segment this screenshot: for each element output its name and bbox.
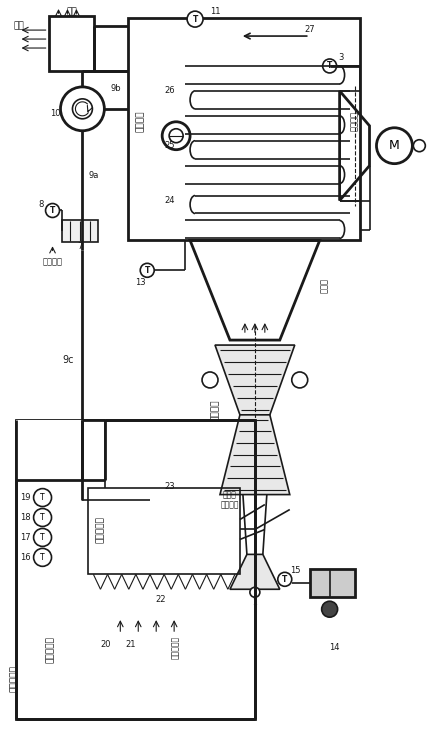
Text: 14: 14: [329, 642, 340, 652]
Text: T: T: [50, 206, 55, 215]
Text: T: T: [40, 493, 45, 502]
Circle shape: [187, 11, 203, 27]
Text: 1: 1: [252, 598, 257, 607]
Text: 蒸汽轮机: 蒸汽轮机: [350, 111, 359, 131]
Circle shape: [60, 87, 105, 131]
Text: 8: 8: [38, 200, 43, 209]
Circle shape: [45, 204, 60, 218]
Text: 18: 18: [20, 513, 31, 522]
Text: 7: 7: [78, 242, 83, 251]
Text: 3: 3: [338, 53, 343, 63]
Text: 23: 23: [165, 482, 175, 491]
Text: 16: 16: [20, 553, 31, 562]
Circle shape: [202, 372, 218, 388]
Circle shape: [34, 509, 51, 526]
Text: M: M: [389, 139, 400, 153]
Text: 19: 19: [20, 493, 31, 502]
Circle shape: [292, 372, 308, 388]
Circle shape: [169, 128, 183, 143]
Circle shape: [376, 128, 413, 164]
Text: T: T: [282, 575, 287, 584]
Text: 27: 27: [305, 25, 315, 34]
Text: 排气道: 排气道: [320, 277, 329, 293]
Text: 吸入空气: 吸入空气: [42, 258, 63, 267]
Text: 11: 11: [210, 7, 220, 15]
Bar: [89, 488, 240, 575]
Text: T: T: [40, 553, 45, 562]
Text: T: T: [40, 513, 45, 522]
Polygon shape: [215, 345, 295, 415]
Text: 压气机进气: 压气机进气: [10, 666, 19, 693]
Circle shape: [323, 59, 337, 73]
Circle shape: [34, 548, 51, 566]
Text: 排空: 排空: [13, 22, 24, 31]
Text: 20: 20: [100, 639, 111, 648]
Polygon shape: [230, 554, 280, 589]
Text: T: T: [145, 266, 150, 274]
Text: 25: 25: [165, 141, 175, 150]
Circle shape: [34, 488, 51, 507]
Circle shape: [162, 122, 190, 150]
Text: 压气机
进口导叶: 压气机 进口导叶: [221, 490, 239, 510]
Circle shape: [73, 99, 92, 119]
Text: T: T: [192, 15, 198, 23]
Circle shape: [322, 602, 337, 617]
Text: 24: 24: [165, 196, 175, 205]
Text: 余热锅炉: 余热锅炉: [136, 110, 145, 131]
Circle shape: [413, 139, 426, 152]
Bar: [16, 420, 255, 719]
Text: 21: 21: [125, 639, 136, 648]
Circle shape: [34, 529, 51, 547]
Text: 压气机进气: 压气机进气: [171, 636, 180, 658]
Text: 燃气轮机: 燃气轮机: [210, 399, 219, 420]
Text: 9a: 9a: [88, 171, 98, 180]
Bar: [48, 16, 95, 71]
Bar: [310, 569, 355, 597]
Text: 压气机进气: 压气机进气: [46, 636, 55, 663]
Text: 15: 15: [290, 566, 301, 575]
Bar: [63, 220, 98, 242]
Circle shape: [140, 264, 154, 277]
Text: 17: 17: [20, 533, 31, 542]
Text: T: T: [327, 61, 332, 71]
Text: 烟囱: 烟囱: [66, 7, 77, 17]
Text: 9c: 9c: [63, 355, 74, 365]
Text: 26: 26: [165, 86, 175, 96]
Text: 22: 22: [155, 595, 165, 604]
Text: 13: 13: [135, 278, 146, 287]
Bar: [16, 420, 105, 480]
Bar: [128, 18, 359, 240]
Text: 10: 10: [50, 110, 61, 118]
Text: T: T: [40, 533, 45, 542]
Circle shape: [278, 572, 292, 586]
Text: 9b: 9b: [110, 85, 121, 93]
Text: 进气过滤器: 进气过滤器: [96, 516, 105, 543]
Polygon shape: [220, 415, 290, 495]
Circle shape: [250, 587, 260, 597]
